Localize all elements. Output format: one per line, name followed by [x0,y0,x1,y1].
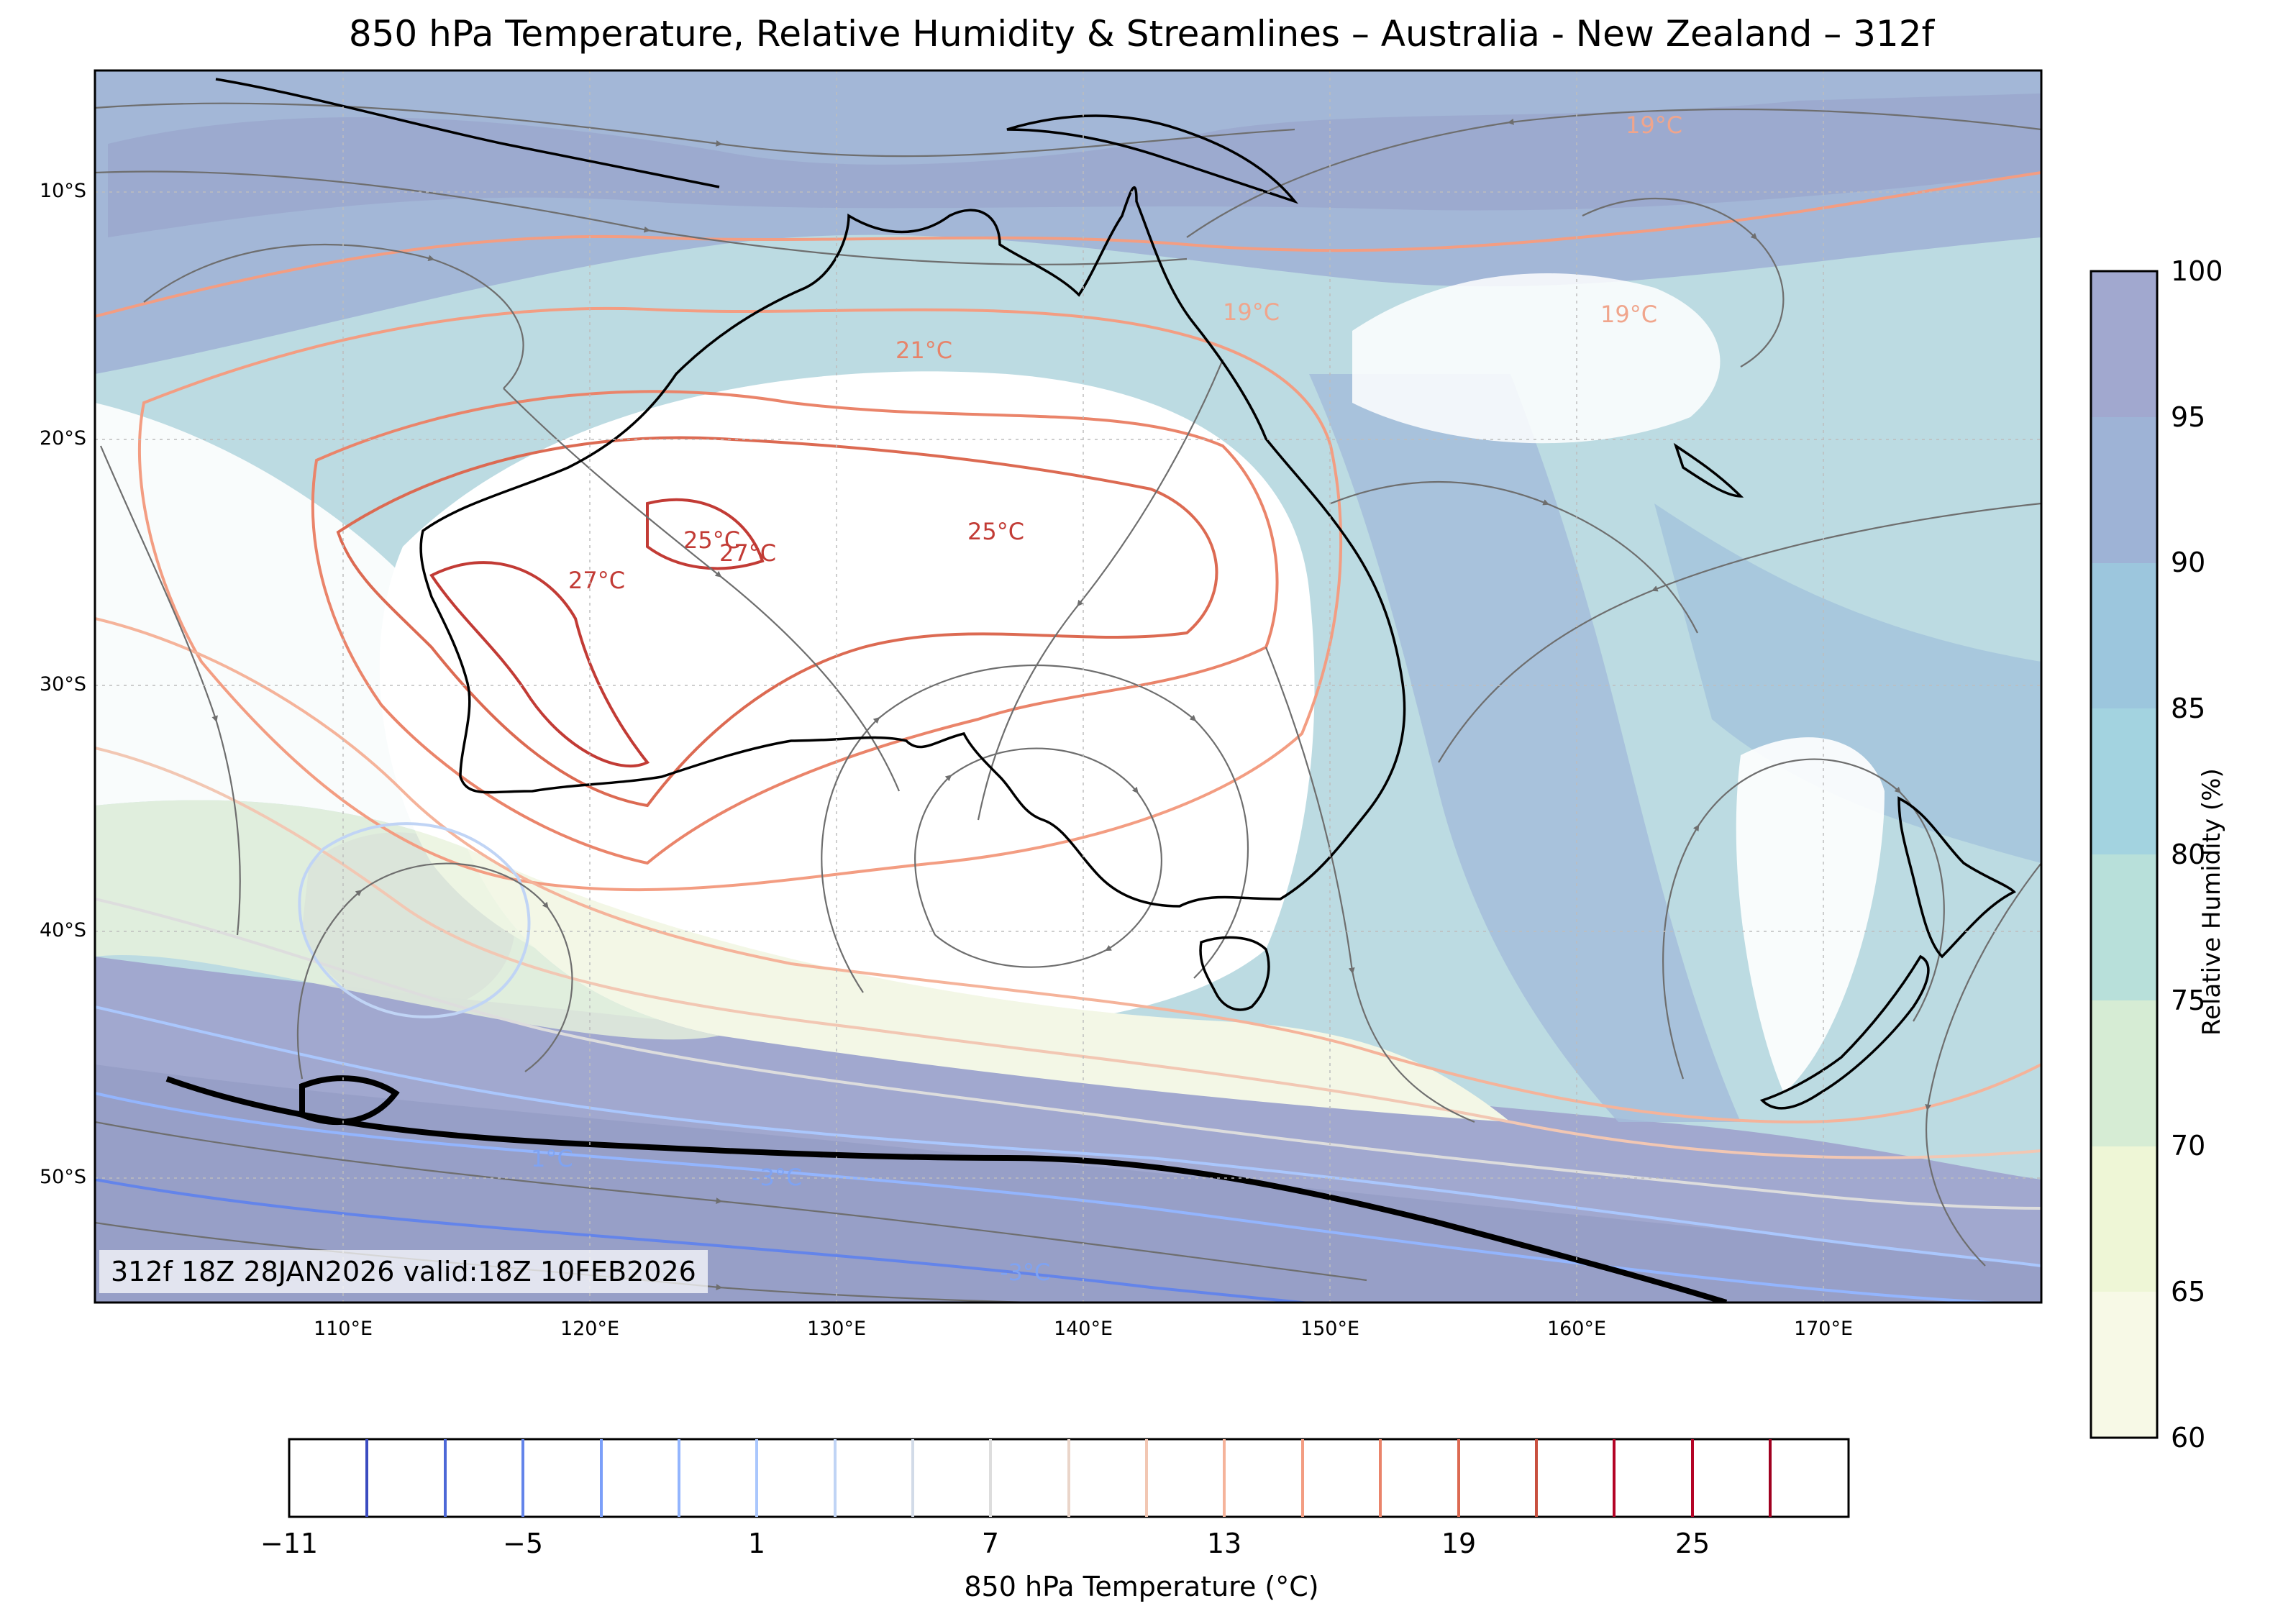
dry-south-slot [468,849,1510,1122]
contour-21c [137,306,1343,892]
dry-north-east [1352,273,1721,444]
rh-tick-label: 65 [2171,1276,2206,1308]
contour-m3c [95,1178,1317,1303]
contour-19c [95,171,2041,318]
contour-label: 25°C [683,526,740,554]
moist-fringe [95,800,719,1040]
coastline-nz-north [1897,796,2016,959]
streamline [914,747,1162,968]
lon-label: 150°E [1300,1318,1360,1340]
temperature-colorbar [288,1438,1850,1518]
coastlines [215,78,2016,1110]
rh-tick-label: 75 [2171,985,2206,1016]
lon-label: 130°E [806,1318,867,1340]
streamline [1582,197,1785,368]
rh-tick-label: 60 [2171,1422,2206,1454]
temp-tick-label: 13 [1206,1528,1242,1559]
streamline [143,243,524,389]
contour-label-layer: 25°C 27°C 27°C 25°C 21°C 19°C 19°C 19°C … [531,111,1682,1286]
coastline-indonesia [215,78,720,188]
coastline-new-guinea [1006,114,1299,204]
temp-tick-label: −5 [502,1528,544,1559]
contour-label: -3°C [752,1164,802,1191]
rh-tick-label: 70 [2171,1130,2206,1162]
contour-label: -3°C [1000,1259,1050,1286]
contour-1c [95,1092,2015,1303]
contour-27c-west [429,561,650,768]
contour-3c [95,1005,2041,1267]
streamline [95,170,1188,265]
rh-tasman-band [1309,374,1741,1122]
lon-label: 110°E [313,1318,373,1340]
contour-23c [311,390,1279,865]
temp-tick-label: 1 [747,1528,766,1559]
contour-west-loop [298,822,531,1018]
contour-27c-centre [646,498,765,570]
streamline [1330,480,1698,634]
temp-colorbar-title: 850 hPa Temperature (°C) [964,1571,1319,1602]
rh-tick-label: 80 [2171,839,2206,870]
coastline-australia [419,186,1406,908]
contour-label: 19°C [1600,301,1657,328]
chart-title: 850 hPa Temperature, Relative Humidity &… [348,13,1935,55]
lat-label: 50°S [40,1166,86,1188]
contour-label: 27°C [719,539,776,567]
temp-tick-label: 19 [1441,1528,1477,1559]
coastline-new-caledonia [1673,442,1744,498]
lat-label: 20°S [40,427,86,450]
contour-label: 19°C [1223,298,1280,326]
rh-tick-label: 85 [2171,693,2206,724]
contour-25c [336,436,1218,808]
contour-label: 19°C [1626,111,1682,139]
streamline [1925,862,2041,1267]
antarctic-ice-edge [165,1075,1728,1303]
contour-label: 25°C [967,518,1024,545]
coastline-tasmania [1199,936,1270,1011]
streamline [503,388,901,792]
map-frame [94,69,2043,1304]
streamline [977,359,1224,821]
streamline [95,1121,1367,1282]
contour-label: 21°C [896,337,952,364]
forecast-valid-stamp: 312f 18Z 28JAN2026 valid:18Z 10FEB2026 [99,1250,708,1293]
temp-tick-label: 25 [1674,1528,1710,1559]
contour-label: 27°C [568,567,625,594]
rh-tick-label: 100 [2171,255,2223,287]
lat-label: 10°S [40,180,86,202]
streamline [1662,758,1945,1080]
lat-label: 40°S [40,919,86,941]
streamline [95,102,1295,158]
rh-tick-label: 90 [2171,547,2206,578]
rh-tick-label: 95 [2171,401,2206,433]
lat-label: 30°S [40,673,86,695]
streamline [1264,647,1475,1123]
rh-east-band [1654,503,2041,863]
streamline [296,862,573,1080]
lon-label: 120°E [560,1318,620,1340]
graticule [95,70,2041,1303]
rh-colorbar-title: Relative Humidity (%) [2197,768,2226,1036]
temp-tick-label: 7 [981,1528,1000,1559]
map-layers: 25°C 27°C 27°C 25°C 21°C 19°C 19°C 19°C … [95,70,2041,1303]
contour-17c [95,617,2041,1124]
streamline [821,665,1249,993]
contour-label: 1°C [531,1145,573,1172]
lon-label: 170°E [1793,1318,1854,1340]
coastline-nz-south [1759,954,1930,1110]
contour-13c [95,747,2041,1159]
temperature-contours [95,171,2041,1303]
streamline [99,445,241,936]
lon-label: 140°E [1053,1318,1113,1340]
temp-tick-label: −11 [260,1528,319,1559]
streamline [1186,108,2041,238]
streamline [1438,502,2041,763]
contour-7c [95,898,2041,1210]
lon-label: 160°E [1546,1318,1607,1340]
dry-west-ocean [95,403,468,849]
rh-colorbar [2090,270,2159,1439]
rh-southern-core [95,1064,2041,1303]
rh-tropical-core [108,93,2041,237]
